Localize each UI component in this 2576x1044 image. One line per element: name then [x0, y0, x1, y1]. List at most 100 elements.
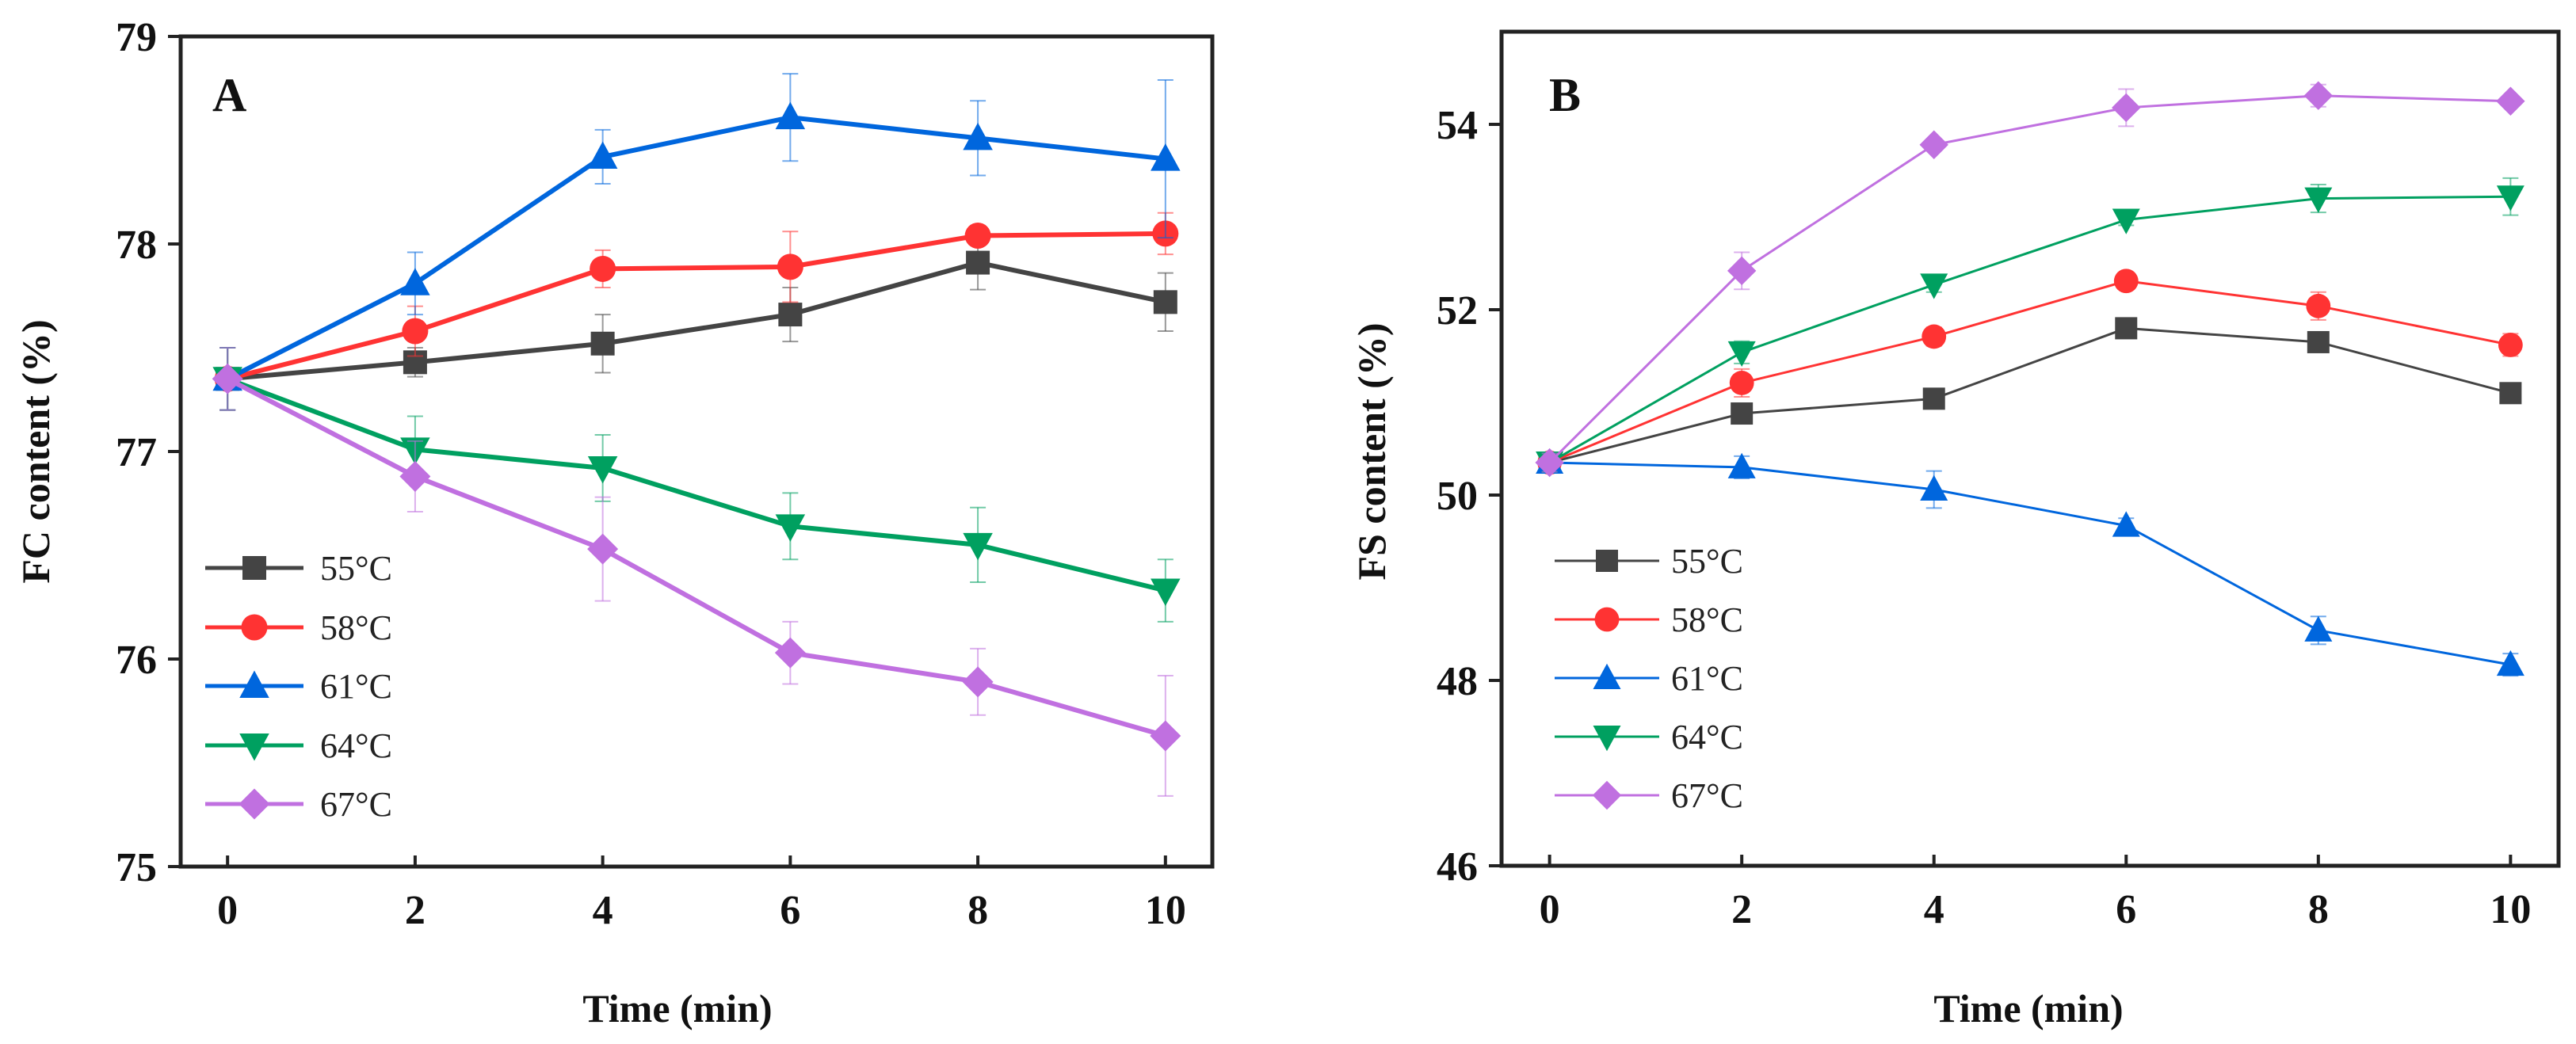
data-point	[590, 255, 616, 282]
data-point	[1153, 290, 1177, 314]
data-point	[2115, 317, 2138, 340]
y-tick-label: 75	[116, 845, 157, 890]
legend-item: 55°C	[1555, 542, 1743, 581]
data-point	[1920, 273, 1948, 299]
y-tick-label: 79	[116, 15, 157, 60]
plot-frame	[1499, 29, 2561, 868]
legend-marker	[239, 670, 269, 698]
data-point	[1731, 402, 1754, 425]
data-point	[2303, 81, 2334, 110]
x-tick-label: 10	[2490, 887, 2531, 932]
y-tick-label: 76	[116, 638, 157, 683]
data-point	[2306, 293, 2331, 318]
legend-marker	[241, 614, 268, 641]
x-tick-label: 4	[593, 888, 613, 933]
legend-marker	[239, 788, 270, 820]
x-tick-label: 8	[967, 888, 988, 933]
legend-label: 67°C	[320, 785, 392, 824]
x-tick-label: 0	[1540, 887, 1560, 932]
series-line	[227, 376, 1166, 593]
data-point	[587, 455, 618, 484]
series-line	[226, 115, 1166, 381]
legend-marker	[1596, 550, 1618, 572]
y-tick-label: 46	[1437, 844, 1478, 890]
y-tick-label: 48	[1437, 659, 1478, 704]
panel-label: A	[212, 69, 246, 121]
y-tick-label: 52	[1437, 288, 1478, 333]
legend-label: 55°C	[1671, 542, 1743, 581]
legend-marker	[1594, 607, 1620, 632]
legend-marker	[1593, 726, 1621, 752]
data-point	[1535, 448, 1564, 478]
data-point	[1151, 578, 1181, 607]
legend-marker	[1592, 780, 1622, 810]
series-line	[1548, 94, 2511, 464]
data-point	[966, 250, 990, 275]
y-axis-title: FS content (%)	[1349, 323, 1394, 581]
series-line	[1548, 195, 2511, 464]
y-tick-label: 50	[1437, 474, 1478, 519]
data-point	[774, 637, 806, 669]
legend-item: 61°C	[205, 667, 392, 706]
x-tick-label: 6	[2116, 887, 2136, 932]
legend-item: 64°C	[1555, 718, 1743, 756]
legend-item: 64°C	[205, 726, 392, 765]
legend-label: 61°C	[1671, 659, 1743, 698]
data-point	[590, 331, 615, 356]
series-67c	[1535, 81, 2525, 478]
legend-label: 64°C	[320, 726, 392, 765]
panel-a-chart: A Time (min) FC content (%) 0 2 4 6 8 10 75 76 7…	[13, 15, 1215, 1031]
data-point	[1919, 130, 1948, 159]
data-point	[399, 460, 431, 492]
data-point	[2112, 511, 2140, 537]
legend-marker	[1593, 663, 1621, 689]
data-point	[1920, 474, 1948, 501]
series-line	[1549, 326, 2511, 464]
data-point	[775, 514, 806, 542]
data-point	[964, 223, 991, 250]
legend-marker	[239, 733, 269, 761]
data-point	[400, 268, 430, 295]
data-point	[2307, 330, 2330, 353]
y-tick-label: 78	[116, 223, 157, 268]
series-line	[1549, 461, 2511, 666]
x-axis-title: Time (min)	[582, 986, 772, 1031]
legend-item: 58°C	[1555, 600, 1743, 639]
x-tick-label: 8	[2308, 887, 2329, 932]
legend-marker	[242, 556, 266, 580]
data-point	[1922, 324, 1947, 349]
data-point	[2496, 86, 2525, 116]
data-point	[1727, 256, 1757, 286]
series-line	[226, 376, 1166, 738]
series-line	[1549, 280, 2511, 464]
data-point	[2496, 650, 2524, 676]
data-point	[963, 122, 993, 151]
legend-item: 67°C	[205, 785, 392, 824]
data-point	[2498, 333, 2523, 357]
data-point	[587, 141, 618, 169]
x-tick-label: 0	[217, 888, 238, 933]
y-axis-title: FC content (%)	[13, 319, 58, 583]
x-tick-label: 6	[780, 888, 800, 933]
panel-b-chart: B Time (min) FS content (%) 0 2 4 6 8 1046485…	[1349, 29, 2561, 1031]
panel-label: B	[1549, 69, 1581, 121]
series-55c	[216, 234, 1177, 411]
legend-item: 61°C	[1555, 659, 1743, 698]
data-point	[963, 532, 993, 561]
legend-label: 58°C	[320, 608, 392, 647]
data-point	[1922, 387, 1945, 410]
data-point	[778, 303, 803, 327]
x-tick-label: 2	[1731, 887, 1752, 932]
legend-label: 67°C	[1671, 776, 1743, 815]
data-point	[775, 101, 806, 130]
data-point	[777, 253, 803, 280]
data-point	[2496, 185, 2524, 211]
series-55c	[1538, 317, 2522, 474]
x-axis-title: Time (min)	[1933, 986, 2123, 1031]
legend-item: 58°C	[205, 608, 392, 647]
series-line	[227, 231, 1166, 382]
data-point	[1150, 720, 1181, 752]
legend-label: 64°C	[1671, 718, 1743, 756]
series-line	[227, 260, 1166, 382]
